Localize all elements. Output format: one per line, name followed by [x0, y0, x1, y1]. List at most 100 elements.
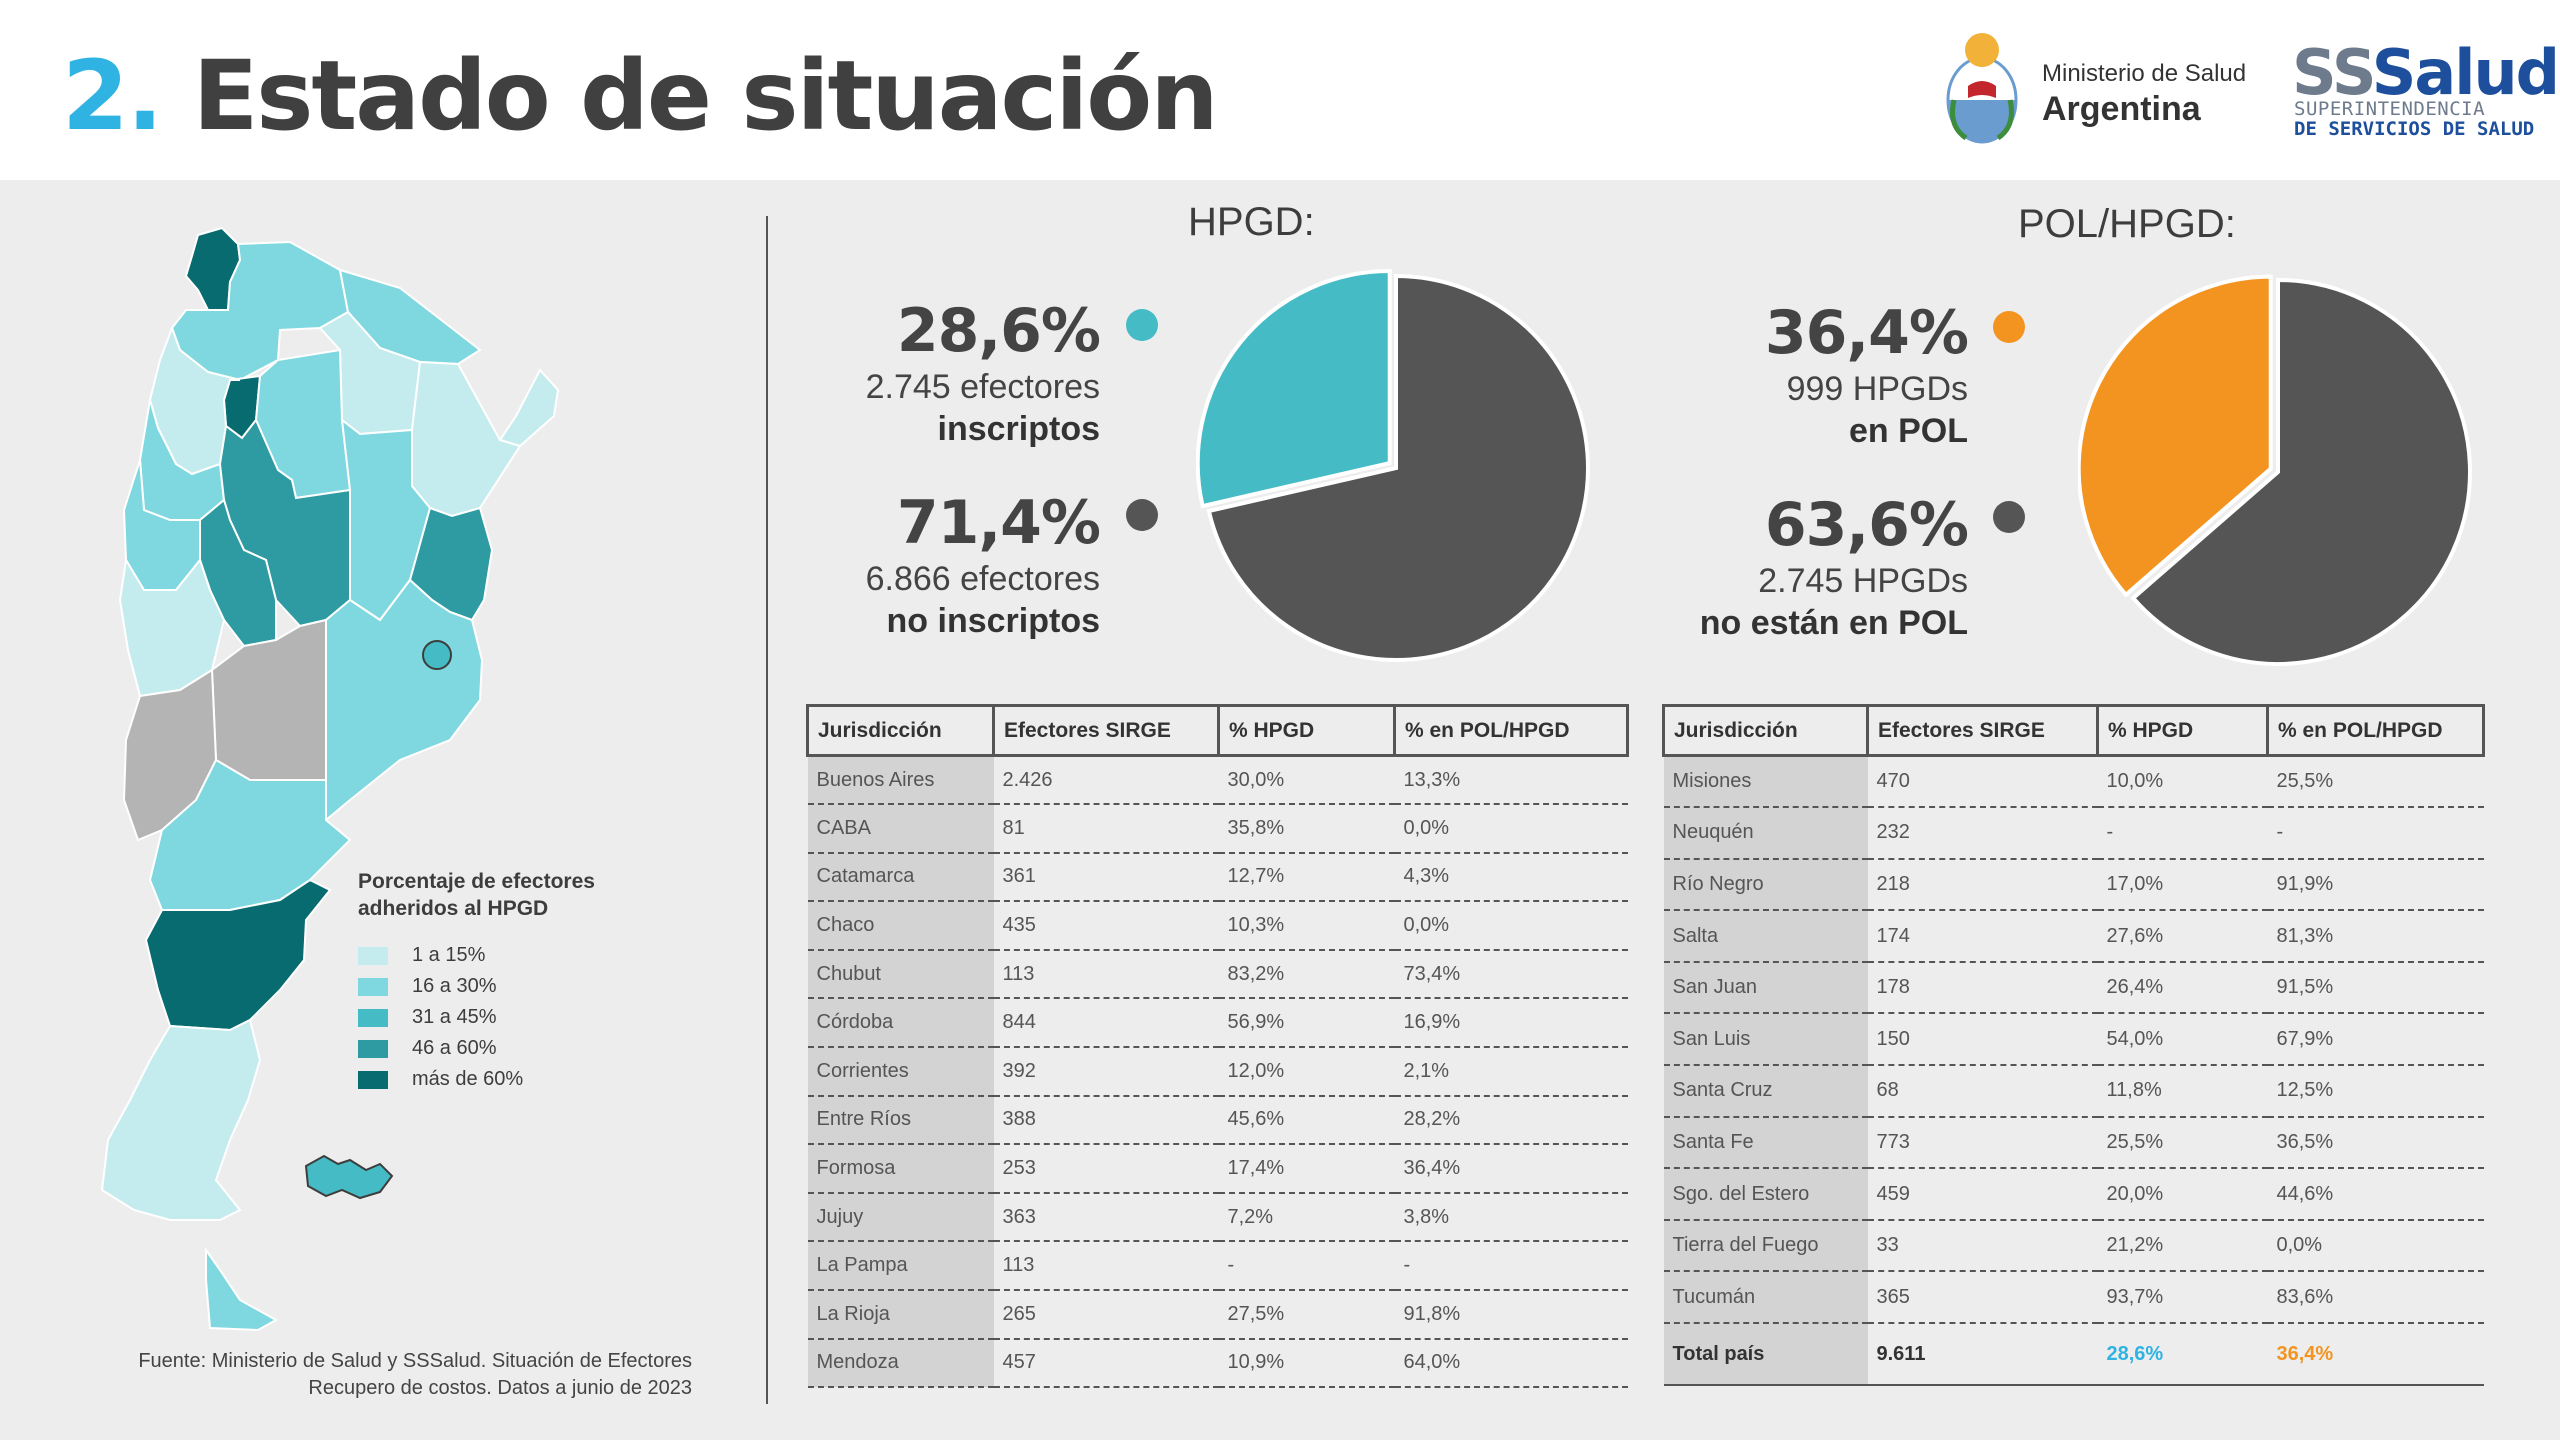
- legend-items: 1 a 15% 16 a 30% 31 a 45% 46 a 60% más de 60…: [358, 940, 658, 1095]
- table-cell: 361: [993, 852, 1219, 903]
- column-header: % HPGD: [2096, 704, 2268, 757]
- legend-swatch: [358, 977, 388, 996]
- table-cell: 91,8%: [1394, 1290, 1628, 1340]
- sssalud-sub1: SUPERINTENDENCIA: [2294, 98, 2486, 120]
- table-cell: 54,0%: [2097, 1013, 2268, 1067]
- table-cell: 21,2%: [2097, 1219, 2268, 1273]
- table-cell: 36,4%: [1394, 1144, 1628, 1194]
- table-cell: 12,5%: [2267, 1065, 2484, 1118]
- legend-item: 16 a 30%: [358, 971, 658, 1002]
- legend-item: más de 60%: [358, 1064, 658, 1095]
- table-cell: 253: [993, 1144, 1219, 1194]
- pol-stat-en-pol: 36,4% 999 HPGDs en POL: [1560, 298, 1969, 452]
- hpgd-title: HPGD:: [1188, 200, 1315, 244]
- table-cell: 13,3%: [1394, 755, 1628, 806]
- pol-title: POL/HPGD:: [2018, 202, 2236, 246]
- pie-slice-inscriptos: [1196, 269, 1392, 509]
- table-cell: 17,0%: [2097, 858, 2268, 912]
- table-cell: 363: [993, 1192, 1219, 1243]
- escudo-icon: [1946, 33, 2018, 144]
- table-cell: 470: [1867, 755, 2098, 809]
- table-row: Tierra del Fuego 33 21,2% 0,0%: [1663, 1219, 2484, 1273]
- table-cell: 265: [993, 1290, 1219, 1340]
- table-cell: 12,0%: [1218, 1047, 1395, 1097]
- ministerio-logo: Ministerio de Salud Argentina: [1942, 26, 2272, 156]
- source-line2: Recupero de costos. Datos a junio de 202…: [308, 1377, 692, 1399]
- table-cell: -: [1218, 1241, 1395, 1292]
- legend-item: 31 a 45%: [358, 1002, 658, 1033]
- table-cell: 150: [1867, 1013, 2098, 1067]
- table-cell: -: [2267, 807, 2484, 860]
- pol-pct-en-pol: 36,4%: [1764, 298, 1969, 368]
- table-cell: 0,0%: [1394, 804, 1628, 854]
- table-cell: 11,8%: [2097, 1065, 2268, 1118]
- table-row: Buenos Aires 2.426 30,0% 13,3%: [807, 755, 1628, 806]
- table-row: Santa Cruz 68 11,8% 12,5%: [1663, 1065, 2484, 1118]
- legend-label: 46 a 60%: [412, 1037, 497, 1059]
- table-cell: 28,2%: [1394, 1095, 1628, 1146]
- table-header-row: Jurisdicción Efectores SIRGE% HPGD% en PO…: [806, 704, 1629, 757]
- table-cell: 4,3%: [1394, 852, 1628, 903]
- table-cell: 218: [1867, 858, 2098, 912]
- hpgd-line1-inscriptos: 2.745 efectores: [865, 368, 1100, 406]
- table-cell: Corrientes: [807, 1047, 994, 1097]
- table-row: Misiones 470 10,0% 25,5%: [1663, 755, 2484, 809]
- ministry-line2: Argentina: [2042, 90, 2201, 128]
- table-cell: 91,5%: [2267, 961, 2484, 1015]
- legend-label: más de 60%: [412, 1068, 524, 1090]
- column-header: % en POL/HPGD: [2266, 704, 2485, 757]
- table-cell: 0,0%: [2267, 1219, 2484, 1273]
- table-row: Catamarca 361 12,7% 4,3%: [807, 852, 1628, 903]
- table-row: Córdoba 844 56,9% 16,9%: [807, 998, 1628, 1049]
- table-cell: 26,4%: [2097, 961, 2268, 1015]
- table-cell: -: [2097, 807, 2268, 860]
- table-cell: 113: [993, 949, 1219, 1000]
- table-cell: 56,9%: [1218, 998, 1395, 1049]
- table-cell: 773: [1867, 1116, 2098, 1170]
- table-cell: 27,6%: [2097, 910, 2268, 963]
- table-row: Jujuy 363 7,2% 3,8%: [807, 1192, 1628, 1243]
- source-note: Fuente: Ministerio de Salud y SSSalud. S…: [80, 1348, 692, 1402]
- table-row: CABA 81 35,8% 0,0%: [807, 804, 1628, 854]
- table-cell: 457: [993, 1338, 1219, 1389]
- table-cell: 0,0%: [1394, 901, 1628, 951]
- table-cell: 81,3%: [2267, 910, 2484, 963]
- province-santa-cruz: [100, 1018, 262, 1221]
- table-row: La Rioja 265 27,5% 91,8%: [807, 1290, 1628, 1340]
- province-mendoza: [118, 557, 226, 698]
- table-row: Corrientes 392 12,0% 2,1%: [807, 1047, 1628, 1097]
- table-cell: 81: [993, 804, 1219, 854]
- table-cell: -: [1394, 1241, 1628, 1292]
- province-la-pampa: [210, 618, 327, 781]
- table-cell: Jujuy: [807, 1192, 994, 1243]
- table-cell: 20,0%: [2097, 1168, 2268, 1221]
- pol-line1-no-pol: 2.745 HPGDs: [1758, 562, 1968, 600]
- table-cell: 12,7%: [1218, 852, 1395, 903]
- table-row: Santa Fe 773 25,5% 36,5%: [1663, 1116, 2484, 1170]
- table-row: Río Negro 218 17,0% 91,9%: [1663, 858, 2484, 912]
- legend-label: 1 a 15%: [412, 944, 486, 966]
- column-header: % en POL/HPGD: [1393, 704, 1629, 757]
- table-cell: 392: [993, 1047, 1219, 1097]
- source-line1: Fuente: Ministerio de Salud y SSSalud. S…: [138, 1350, 692, 1372]
- table-cell: 232: [1867, 807, 2098, 860]
- legend-swatch: [358, 1070, 388, 1089]
- total-row: Total país 9.611 28,6% 36,4%: [1663, 1323, 2484, 1387]
- pol-line2-no-pol: no están en POL: [1699, 604, 1968, 642]
- table-cell: 435: [993, 901, 1219, 951]
- table-cell: 73,4%: [1394, 949, 1628, 1000]
- legend-swatch: [358, 946, 388, 965]
- hpgd-dot-no-inscriptos: [1126, 499, 1158, 531]
- province-tierra-del-fuego: [205, 1246, 279, 1332]
- table-cell: 25,5%: [2097, 1116, 2268, 1170]
- table-cell: 35,8%: [1218, 804, 1395, 854]
- table-cell: La Rioja: [807, 1290, 994, 1340]
- vertical-divider: [766, 216, 768, 1404]
- pol-line2-en-pol: en POL: [1848, 412, 1968, 450]
- column-header: Efectores SIRGE: [992, 704, 1219, 757]
- table-cell: Chaco: [807, 901, 994, 951]
- table-cell: 17,4%: [1218, 1144, 1395, 1194]
- table-row: La Pampa 113- -: [807, 1241, 1628, 1292]
- table-cell: Salta: [1663, 910, 1868, 963]
- table-cell: Neuquén: [1663, 807, 1868, 860]
